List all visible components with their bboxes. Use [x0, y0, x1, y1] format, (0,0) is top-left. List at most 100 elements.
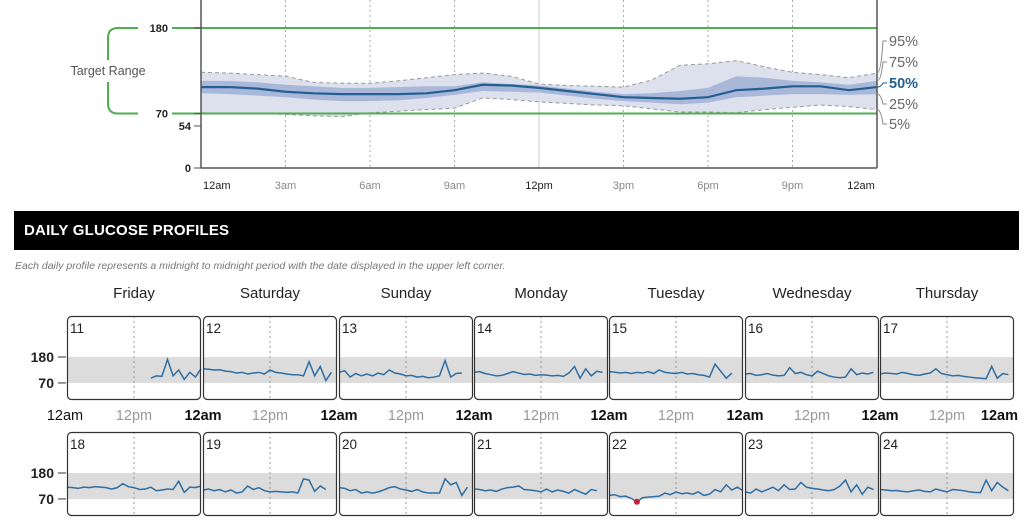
day-date: 21: [477, 437, 492, 452]
glucose-trace: [473, 365, 603, 380]
weekday-label: Wednesday: [772, 285, 852, 302]
line-median: [201, 83, 878, 100]
glucose-trace: [608, 362, 733, 380]
target-band: [609, 357, 743, 383]
day-panel: [879, 315, 1015, 401]
weekday-label: Friday: [113, 285, 155, 302]
x-tick-label: 12pm: [388, 408, 424, 424]
target-band: [880, 473, 1014, 499]
day-date: 12: [206, 321, 221, 336]
day-panel: [66, 431, 202, 517]
percentile-leader: [876, 93, 887, 105]
target-band: [339, 473, 473, 499]
percentile-label: 5%: [889, 117, 910, 133]
day-date: 11: [70, 321, 84, 336]
day-date: 14: [477, 321, 493, 336]
day-date: 17: [883, 321, 898, 336]
glucose-trace: [338, 477, 469, 497]
target-band: [67, 473, 201, 499]
glucose-trace: [202, 359, 333, 383]
y-tick-label: 180: [150, 23, 168, 35]
target-band: [203, 357, 337, 383]
weekday-label: Tuesday: [647, 285, 705, 302]
day-panel: [608, 315, 744, 401]
x-tick-label: 6am: [359, 180, 380, 192]
x-tick-label: 12pm: [116, 408, 152, 424]
target-band: [67, 357, 201, 383]
day-panel: [744, 315, 880, 401]
target-band: [339, 357, 473, 383]
x-tick-label: 12pm: [523, 408, 559, 424]
day-date: 24: [883, 437, 899, 452]
y-tick-label: 180: [31, 465, 55, 481]
x-tick-label: 12pm: [525, 180, 553, 192]
percentile-leader: [876, 82, 887, 88]
day-panel: [202, 431, 338, 517]
x-tick-label: 12pm: [794, 408, 830, 424]
weekday-label: Saturday: [239, 285, 301, 302]
target-band: [745, 357, 879, 383]
day-date: 20: [342, 437, 357, 452]
x-tick-label: 9pm: [782, 180, 803, 192]
section-caption: Each daily profile represents a midnight…: [15, 260, 506, 272]
day-panel: [66, 315, 202, 401]
day-panel: [473, 315, 609, 401]
agp-chart: 0 54 70 180 Target Range 12am 3am 6am 9am 12pm 3pm…: [70, 0, 918, 192]
percentile-label: 50%: [889, 76, 918, 92]
target-band: [880, 357, 1014, 383]
day-date: 15: [612, 321, 627, 336]
day-date: 16: [748, 321, 763, 336]
x-tick-label: 12am: [203, 180, 231, 192]
x-tick-label: 12pm: [929, 408, 965, 424]
day-date: 18: [70, 437, 85, 452]
day-panel: [473, 431, 609, 517]
x-tick-label: 12am: [320, 408, 357, 424]
day-date: 22: [612, 437, 627, 452]
y-tick-label: 54: [179, 121, 192, 133]
target-band: [203, 473, 337, 499]
y-tick-label: 70: [156, 109, 168, 121]
x-tick-label: 3pm: [613, 180, 634, 192]
target-band: [745, 473, 879, 499]
day-panel: [744, 431, 880, 517]
target-band: [609, 473, 743, 499]
x-tick-label: 12am: [847, 180, 875, 192]
percentile-label: 75%: [889, 55, 918, 71]
day-date: 19: [206, 437, 221, 452]
weekday-label: Monday: [514, 285, 568, 302]
section-title: DAILY GLUCOSE PROFILES: [24, 222, 230, 239]
line-95: [200, 60, 878, 88]
day-panel: [338, 315, 474, 401]
y-tick-label: 70: [38, 375, 54, 391]
x-tick-label: 12am: [184, 408, 221, 424]
glucose-trace: [879, 478, 1009, 494]
target-band: [474, 357, 608, 383]
glucose-trace: [744, 366, 874, 379]
glucose-trace: [879, 364, 1009, 380]
glucose-trace: [744, 478, 874, 496]
percentile-label: 95%: [889, 34, 918, 50]
glucose-trace: [150, 356, 202, 381]
x-tick-label: 12am: [861, 408, 898, 424]
x-tick-label: 12pm: [252, 408, 288, 424]
percentile-leader: [876, 109, 887, 125]
day-date: 13: [342, 321, 357, 336]
target-band: [474, 473, 608, 499]
x-tick-label: 12am: [981, 408, 1018, 424]
section-header: DAILY GLUCOSE PROFILES: [14, 211, 1019, 250]
x-tick-label: 9am: [444, 180, 465, 192]
day-panel: [879, 431, 1015, 517]
x-tick-label: 12am: [47, 408, 83, 424]
x-tick-label: 12am: [726, 408, 763, 424]
target-range-bracket: [107, 26, 138, 115]
percentile-label: 25%: [889, 97, 918, 113]
glucose-trace: [608, 483, 744, 503]
y-tick-label: 0: [185, 163, 191, 175]
y-tick-label: 70: [38, 491, 54, 507]
percentile-leader: [876, 61, 887, 82]
percentile-leader: [876, 40, 887, 74]
day-panel: [608, 431, 744, 517]
target-range-label: Target Range: [70, 64, 145, 78]
x-tick-label: 12pm: [658, 408, 694, 424]
x-tick-label: 12am: [455, 408, 492, 424]
